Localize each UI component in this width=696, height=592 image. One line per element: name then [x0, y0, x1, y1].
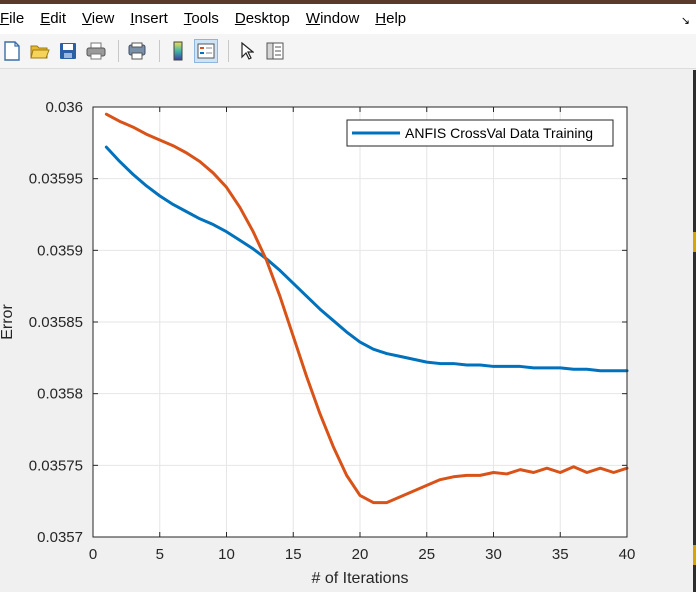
window-top-strip — [0, 0, 696, 4]
x-tick-label: 25 — [418, 546, 435, 563]
menu-accelerator: E — [40, 10, 51, 27]
x-tick-label: 30 — [485, 546, 502, 563]
x-tick-label: 15 — [285, 546, 302, 563]
grid-lines — [93, 107, 627, 537]
x-tick-label: 10 — [218, 546, 235, 563]
menu-accelerator: V — [82, 10, 92, 27]
property-inspector-icon[interactable] — [263, 39, 287, 63]
menu-item[interactable]: Help — [367, 4, 414, 34]
menu-bar: File Edit View Insert Tools Desktop Window Help… — [0, 4, 696, 34]
pointer-icon[interactable] — [235, 39, 259, 63]
menu-label: iew — [91, 10, 115, 27]
x-tick-label: 20 — [352, 546, 369, 563]
menu-label: elp — [386, 10, 407, 27]
menu-label: ools — [191, 10, 219, 27]
series-line-1 — [104, 145, 629, 373]
menu-item[interactable]: View — [74, 4, 122, 34]
menu-accelerator: T — [183, 10, 192, 27]
menu-accelerator: F — [0, 10, 10, 27]
menu-item[interactable]: Insert — [122, 4, 176, 34]
y-tick-label: 0.0358 — [37, 386, 83, 403]
toolbar-separator — [228, 40, 229, 62]
menu-item[interactable]: Desktop — [227, 4, 298, 34]
print-icon[interactable] — [84, 39, 108, 63]
menu-label: ile — [9, 10, 25, 27]
y-tick-label: 0.036 — [45, 99, 83, 116]
legend-icon[interactable] — [194, 39, 218, 63]
new-figure-icon[interactable] — [0, 39, 24, 63]
menu-item[interactable]: Window — [298, 4, 367, 34]
menu-item[interactable]: Edit — [32, 4, 74, 34]
plot-lines — [104, 112, 629, 505]
menu-accelerator: W — [305, 10, 321, 27]
menu-accelerator: D — [234, 10, 246, 27]
figure-toolbar — [0, 34, 696, 69]
y-tick-label: 0.0357 — [37, 529, 83, 546]
menu-item[interactable]: Tools — [176, 4, 227, 34]
menu-label: nsert — [134, 10, 168, 27]
window-right-edge — [693, 70, 696, 592]
print-preview-icon[interactable] — [125, 39, 149, 63]
dock-arrow-icon[interactable]: ↘ — [680, 15, 690, 27]
y-tick-label: 0.03585 — [29, 314, 83, 331]
y-tick-label: 0.0359 — [37, 242, 83, 259]
y-axis-label: Error — [0, 304, 16, 340]
x-tick-label: 0 — [89, 546, 97, 563]
legend[interactable]: ANFIS CrossVal Data Training — [346, 119, 614, 147]
window-edge-marker — [693, 232, 696, 252]
y-tick-labels: 0.0357 0.03575 0.0358 0.03585 0.0359 0.03595 0… — [29, 99, 83, 546]
x-tick-labels: 0 5 10 15 20 25 30 35 40 — [89, 546, 636, 563]
menu-label: dit — [50, 10, 67, 27]
window-edge-marker — [693, 545, 696, 565]
menu-accelerator: I — [130, 10, 135, 27]
save-icon[interactable] — [56, 39, 80, 63]
figure-canvas: 0 5 10 15 20 25 30 35 40 0.03570.035750.03580.03… — [0, 99, 636, 587]
toolbar-separator — [159, 40, 160, 62]
menu-label: esktop — [245, 10, 290, 27]
menu-label: indow — [320, 10, 360, 27]
y-tick-label: 0.03595 — [29, 171, 83, 188]
axis-ticks — [92, 106, 628, 538]
legend-entry-label: ANFIS CrossVal Data Training — [405, 125, 593, 141]
series-line-2 — [104, 112, 629, 505]
menu-item[interactable]: File — [0, 4, 32, 34]
x-tick-label: 40 — [619, 546, 636, 563]
menu-accelerator: H — [375, 10, 387, 27]
x-axis-label: # of Iterations — [312, 570, 409, 587]
colorbar-icon[interactable] — [166, 39, 190, 63]
x-tick-label: 5 — [156, 546, 164, 563]
open-file-icon[interactable] — [28, 39, 52, 63]
y-tick-label: 0.03575 — [29, 457, 83, 474]
toolbar-separator — [118, 40, 119, 62]
x-tick-label: 35 — [552, 546, 569, 563]
